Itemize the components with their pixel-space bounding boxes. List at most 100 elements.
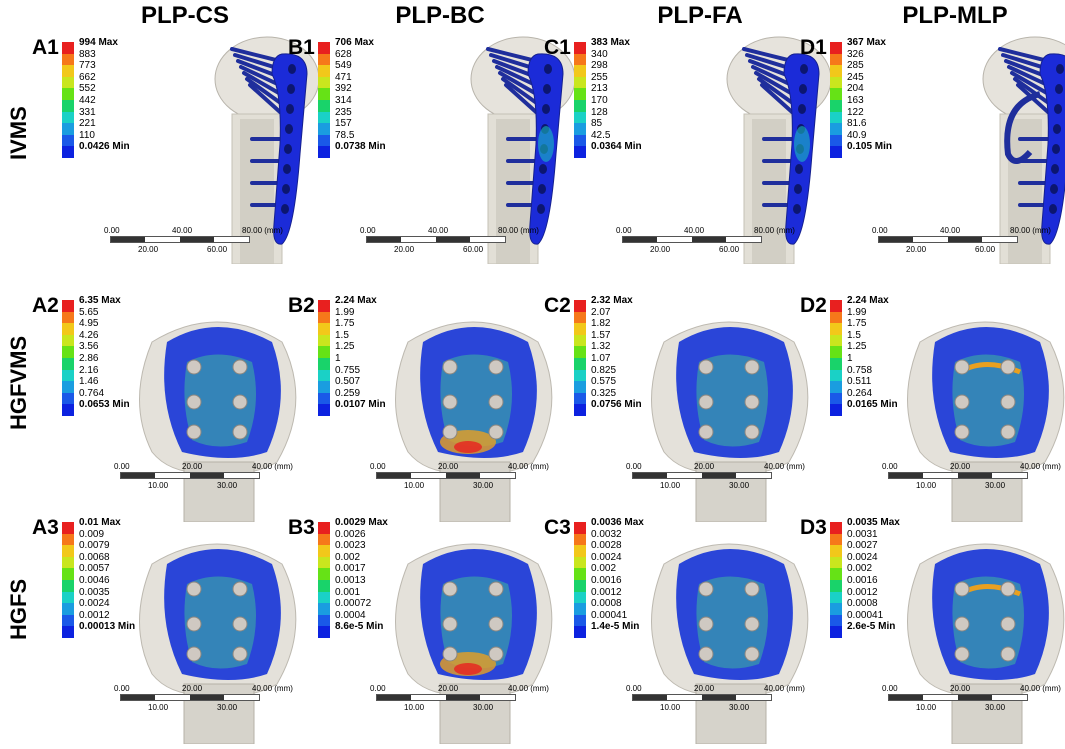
legend-value: 0.0364 Min	[591, 141, 642, 153]
legend-value: 0.0016	[591, 574, 622, 586]
legend-value: 2.6e-5 Min	[847, 621, 896, 633]
legend-swatch	[830, 579, 842, 592]
scale-tick-1: 10.00	[148, 481, 169, 490]
panel-id: A3	[32, 516, 59, 539]
legend-swatch	[318, 357, 330, 370]
legend-swatch	[574, 323, 586, 335]
legend-value: 0.0008	[847, 598, 878, 610]
legend-value: 552	[79, 83, 96, 95]
panel-id: D3	[800, 516, 827, 539]
legend-swatch	[574, 300, 586, 312]
scale-tick-3: 30.00	[473, 481, 494, 490]
scale-tick-3: 60.00	[463, 245, 484, 254]
legend-value: 0.0017	[335, 563, 366, 575]
legend-swatch	[318, 311, 330, 324]
legend-value: 1.5	[335, 329, 349, 341]
implant-model	[214, 36, 320, 265]
panel-id: C1	[544, 36, 571, 59]
scale-tick-0: 0.00	[114, 462, 130, 471]
legend-swatch	[318, 76, 330, 89]
scale-tick-3: 60.00	[207, 245, 228, 254]
legend-value: 1.46	[79, 376, 99, 388]
legend-value: 0.758	[847, 364, 873, 376]
legend-swatch	[318, 591, 330, 604]
legend-value: 1.25	[847, 341, 867, 353]
legend-swatch	[574, 65, 586, 77]
legend-swatch	[830, 300, 842, 312]
implant-model	[470, 36, 576, 265]
legend-swatch	[318, 603, 330, 615]
legend-value: 0.755	[335, 364, 361, 376]
legend-value: 628	[335, 48, 352, 60]
legend-value: 0.0024	[79, 598, 110, 610]
legend-swatch	[574, 522, 586, 534]
legend-swatch	[830, 614, 842, 627]
legend-swatch	[318, 334, 330, 347]
legend-value: 2.07	[591, 306, 611, 318]
legend-value: 1.75	[847, 318, 867, 330]
legend-swatch	[830, 404, 842, 416]
legend-swatch	[318, 533, 330, 546]
panel-id: C2	[544, 294, 571, 317]
legend-value: 1.5	[847, 329, 861, 341]
legend-value: 204	[847, 83, 864, 95]
legend-value: 0.0426 Min	[79, 141, 130, 153]
panel-c1: C1 383 Max 340 298 255 213 170 128 85 42.5 0.0364 …	[544, 36, 832, 266]
legend-value: 2.86	[79, 352, 99, 364]
legend-swatch	[574, 404, 586, 416]
panel-id: B1	[288, 36, 315, 59]
scale-tick-0: 0.00	[104, 226, 120, 235]
legend-swatch	[830, 626, 842, 638]
legend-value: 163	[847, 94, 864, 106]
legend-swatch	[318, 626, 330, 638]
legend-value: 0.0653 Min	[79, 399, 130, 411]
humeral-head-model	[395, 543, 553, 745]
scale-tick-0: 0.00	[882, 462, 898, 471]
legend-swatch	[318, 111, 330, 124]
legend-value: 0.002	[591, 563, 617, 575]
legend-value: 0.259	[335, 387, 361, 399]
scale-tick-0: 0.00	[114, 684, 130, 693]
legend-value: 314	[335, 94, 352, 106]
legend-swatch	[62, 111, 74, 124]
legend-swatch	[830, 146, 842, 158]
legend-value: 1.99	[335, 306, 355, 318]
legend-value: 122	[847, 106, 864, 118]
legend-value: 0.0024	[591, 551, 622, 563]
legend-value: 221	[79, 118, 96, 130]
legend-value: 110	[79, 129, 95, 141]
legend-value: 0.0012	[79, 609, 110, 621]
scale-tick-3: 30.00	[473, 703, 494, 712]
humeral-head-model	[651, 321, 809, 523]
legend-swatch	[62, 334, 74, 347]
legend-swatch	[574, 392, 586, 405]
legend-value: 0.825	[591, 364, 617, 376]
legend-swatch	[830, 556, 842, 569]
legend-swatch	[318, 123, 330, 135]
legend-value: 994 Max	[79, 37, 118, 48]
legend-swatch	[574, 76, 586, 89]
legend-swatch	[318, 146, 330, 158]
legend-value: 1.07	[591, 352, 611, 364]
legend-value: 245	[847, 71, 864, 83]
legend-swatch	[574, 369, 586, 382]
legend-value: 0.575	[591, 376, 617, 388]
scale-tick-2: 40.00	[428, 226, 449, 235]
legend-swatch	[830, 591, 842, 604]
legend-swatch	[318, 381, 330, 393]
scale-tick-2: 20.00	[950, 684, 971, 693]
scale-tick-2: 20.00	[694, 462, 715, 471]
legend-value: 0.0024	[847, 551, 878, 563]
legend-swatch	[62, 300, 74, 312]
legend-value: 0.009	[79, 528, 105, 540]
legend-swatch	[574, 53, 586, 66]
scale-tick-4: 40.00 (mm)	[764, 462, 805, 471]
legend-value: 1.57	[591, 329, 611, 341]
legend-value: 6.35 Max	[79, 295, 121, 306]
scale-tick-3: 60.00	[719, 245, 740, 254]
legend-value: 773	[79, 60, 96, 72]
legend-swatch	[62, 522, 74, 534]
legend-value: 1.75	[335, 318, 355, 330]
panel-b3: B3 0.0029 Max 0.0026 0.0023 0.002 0.0017 0.001…	[288, 516, 553, 746]
scale-tick-1: 20.00	[650, 245, 671, 254]
